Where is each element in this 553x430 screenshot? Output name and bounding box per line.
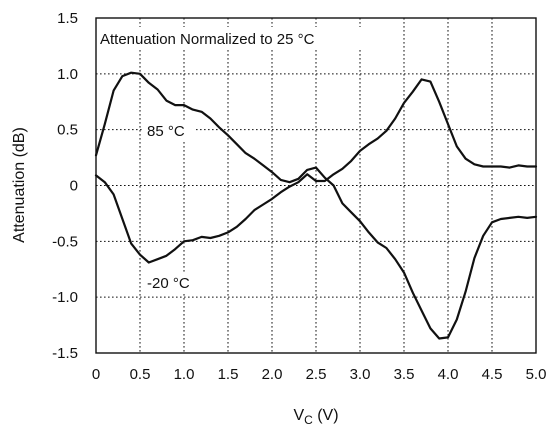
x-tick-label: 1.5 [218, 366, 239, 383]
plot-frame [95, 17, 537, 354]
series-line-minus20c [94, 78, 538, 264]
x-axis-label: VC (V) [293, 407, 338, 427]
chart-subtitle: Attenuation Normalized to 25 °C [100, 31, 315, 48]
x-tick-label: 3.0 [350, 366, 371, 383]
x-tick-label: 5.0 [526, 366, 547, 383]
x-tick-label: 1.0 [174, 366, 195, 383]
x-tick-label: 4.5 [482, 366, 503, 383]
grid [96, 18, 536, 353]
y-tick-label: 0.5 [57, 122, 78, 139]
x-tick-label: 0 [92, 366, 100, 383]
y-tick-label: -1.5 [52, 345, 78, 362]
y-tick-label: 0 [70, 178, 78, 195]
annotation-85-bg [144, 120, 194, 140]
annotation-minus20-bg [145, 272, 199, 292]
subtitle-box [97, 27, 361, 49]
x-axis-label-unit: (V) [313, 407, 339, 424]
y-tick-label: 1.5 [57, 10, 78, 27]
annotation-minus20c: -20 °C [147, 275, 190, 292]
y-tick-label: -0.5 [52, 233, 78, 250]
series-line-85c [94, 71, 538, 340]
y-tick-label: 1.0 [57, 66, 78, 83]
y-tick-label: -1.0 [52, 289, 78, 306]
tick-labels: 0 0.5 1.0 1.5 2.0 2.5 3.0 3.5 4.0 4.5 5.0 1.5 1.0 0.5… [52, 10, 546, 383]
x-axis-label-main: V [293, 407, 304, 424]
x-tick-label: 2.0 [262, 366, 283, 383]
x-axis-label-sub: C [304, 413, 313, 427]
series-layer [94, 71, 538, 340]
x-tick-label: 4.0 [438, 366, 459, 383]
y-axis-label: Attenuation (dB) [11, 127, 28, 243]
x-tick-label: 0.5 [130, 366, 151, 383]
x-tick-label: 3.5 [394, 366, 415, 383]
x-tick-label: 2.5 [306, 366, 327, 383]
annotation-85c: 85 °C [147, 123, 185, 140]
